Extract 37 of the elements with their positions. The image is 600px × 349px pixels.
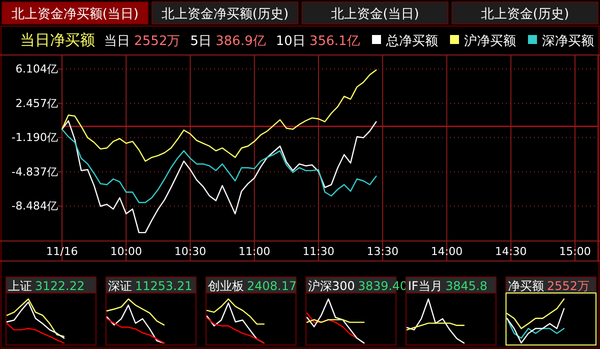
- chart-title: 当日净买额: [20, 31, 95, 49]
- chart-title: 沪深300: [308, 279, 355, 293]
- x-tick-label: 10:00: [110, 245, 142, 258]
- legend-label: 沪净买额: [464, 33, 516, 49]
- chart-title: 净买额: [508, 279, 544, 293]
- text: 北上资金(当日): [330, 7, 420, 22]
- text: 10日 356.1亿: [276, 34, 360, 49]
- text: 北上资金净买额(历史): [161, 7, 289, 22]
- x-tick-label: 11:00: [238, 245, 270, 258]
- chart-title: IF当月: [408, 279, 442, 293]
- chart-subtitle: 3839.40: [358, 279, 408, 293]
- chart-subtitle: 3122.22: [35, 279, 85, 293]
- x-tick-label: 14:30: [495, 245, 527, 258]
- chart-title: 上证: [8, 279, 32, 293]
- text: 北上资金净买额(当日): [11, 7, 139, 22]
- text: 5日 386.9亿: [190, 34, 266, 49]
- x-tick-label: 11:30: [302, 245, 334, 258]
- chart-title: 深证: [108, 279, 132, 293]
- x-tick-label: 13:30: [366, 245, 398, 258]
- legend-label: 总净买额: [385, 34, 438, 49]
- y-tick-label: -8.484亿: [12, 200, 58, 213]
- chart-subtitle: 3845.8: [445, 279, 488, 293]
- legend-label: 深净买额: [542, 34, 594, 49]
- text: 当日 2552万: [104, 34, 180, 49]
- chart-title: 创业板: [208, 279, 244, 293]
- y-tick-label: -1.190亿: [12, 131, 58, 144]
- chart-subtitle: 2552万: [547, 279, 590, 293]
- y-tick-label: -4.837亿: [12, 165, 58, 178]
- text: 北上资金(历史): [480, 7, 570, 22]
- x-tick-label: 15:00: [559, 245, 591, 258]
- chart-subtitle: 2408.17: [247, 279, 297, 293]
- x-tick-label: 14:00: [430, 245, 463, 258]
- chart-subtitle: 11253.21: [135, 279, 192, 293]
- x-tick-label: 11/16: [46, 245, 78, 258]
- x-tick-label: 10:30: [174, 245, 206, 258]
- y-tick-label: 6.104亿: [16, 62, 58, 76]
- y-tick-label: 2.457亿: [16, 96, 58, 110]
